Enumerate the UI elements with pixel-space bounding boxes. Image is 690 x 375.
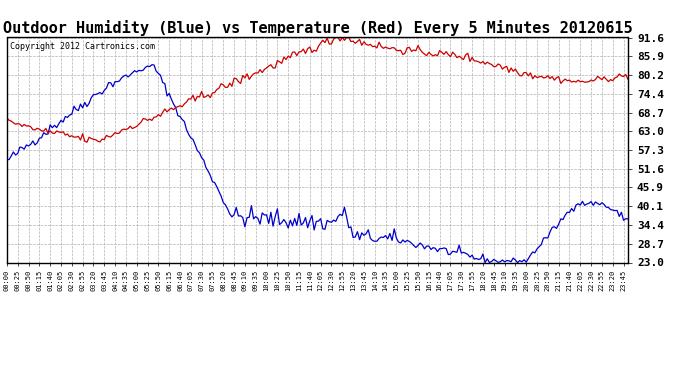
Text: Copyright 2012 Cartronics.com: Copyright 2012 Cartronics.com bbox=[10, 42, 155, 51]
Title: Outdoor Humidity (Blue) vs Temperature (Red) Every 5 Minutes 20120615: Outdoor Humidity (Blue) vs Temperature (… bbox=[3, 20, 632, 36]
